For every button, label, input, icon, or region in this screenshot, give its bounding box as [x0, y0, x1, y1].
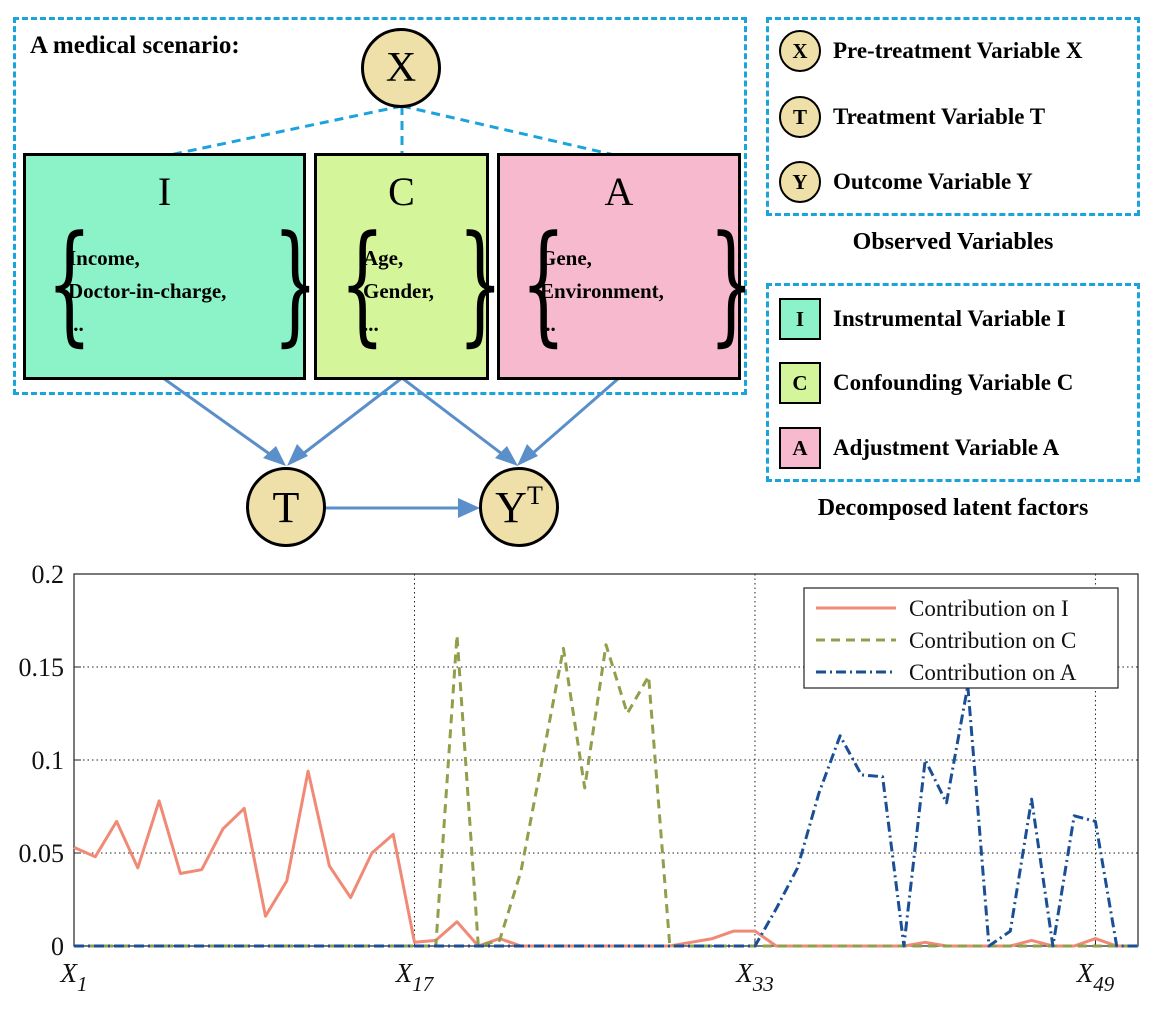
box-i: I { Income, Doctor-in-charge, ... } — [23, 153, 318, 380]
legend-latent: I Instrumental Variable I C Confounding … — [766, 283, 1140, 482]
legend-symbol-t: T — [779, 96, 821, 138]
box-a-item: Gene, — [540, 246, 592, 270]
diagram-connectors — [162, 104, 620, 518]
arrowhead-c-y — [495, 446, 518, 466]
legend-row-c: C Confounding Variable C — [779, 362, 1073, 404]
legend-symbol-c: C — [779, 362, 821, 404]
x-tick-label: X49 — [1076, 958, 1115, 996]
legend-row-t: T Treatment Variable T — [779, 96, 1045, 138]
link-x-to-i — [164, 104, 403, 158]
y-tick-label: 0.2 — [32, 560, 65, 589]
y-tick-label: 0.05 — [19, 839, 65, 868]
series-line-contribution-on-a — [74, 684, 1138, 948]
arrow-i-to-t — [162, 376, 279, 462]
arrowhead-a-y — [517, 444, 538, 466]
t-node-label: T — [272, 482, 300, 532]
legend-symbol-y: Y — [779, 161, 821, 203]
box-a-letter: A — [604, 169, 634, 214]
box-a-item: ... — [540, 312, 556, 336]
legend-row-a: A Adjustment Variable A — [779, 427, 1059, 469]
box-c-items: Age, Gender, ... — [363, 242, 434, 341]
arrow-a-to-y — [524, 376, 620, 462]
box-i-item: Income, — [68, 246, 140, 270]
box-a-item: Environment, — [540, 279, 664, 303]
x-node-label: X — [385, 45, 417, 91]
t-node: T — [246, 467, 326, 547]
y-node-superscript: T — [526, 481, 543, 510]
box-c: C { Age, Gender, ... } — [314, 153, 503, 380]
arrowhead-c-t — [287, 444, 308, 466]
box-i-item: ... — [68, 312, 84, 336]
legend-symbol-x: X — [779, 30, 821, 72]
y-tick-label: 0.15 — [19, 653, 65, 682]
left-brace: { — [520, 207, 567, 359]
box-c-item: ... — [363, 312, 379, 336]
y-tick-label: 0 — [51, 932, 64, 961]
y-tick-label: 0.1 — [32, 746, 65, 775]
legend-row-x: X Pre-treatment Variable X — [779, 30, 1083, 72]
legend-label-a: Adjustment Variable A — [833, 435, 1060, 460]
arrowhead-t-y — [458, 498, 480, 518]
scenario-title: A medical scenario: — [30, 32, 240, 59]
right-brace: } — [457, 207, 504, 359]
box-i-item: Doctor-in-charge, — [68, 279, 227, 303]
legend-row-i: I Instrumental Variable I — [779, 298, 1066, 340]
link-x-to-a — [401, 104, 620, 158]
box-i-items: Income, Doctor-in-charge, ... — [68, 242, 226, 341]
chart-legend-label: Contribution on A — [909, 660, 1077, 685]
box-a-items: Gene, Environment, ... — [540, 242, 664, 341]
latent-caption: Decomposed latent factors — [817, 495, 1089, 521]
y-node-label: YT — [495, 481, 543, 532]
legend-label-i: Instrumental Variable I — [833, 306, 1066, 331]
box-c-item: Gender, — [363, 279, 434, 303]
legend-symbol-a: A — [779, 427, 821, 469]
x-tick-label: X17 — [395, 958, 435, 996]
box-a: A { Gene, Environment, ... } — [497, 153, 754, 380]
legend-label-c: Confounding Variable C — [833, 370, 1074, 395]
series-line-contribution-on-c — [74, 633, 1138, 948]
observed-caption: Observed Variables — [852, 229, 1054, 255]
box-i-letter: I — [157, 169, 172, 214]
legend-row-y: Y Outcome Variable Y — [779, 161, 1033, 203]
arrow-c-to-t — [294, 376, 403, 462]
chart-legend-label: Contribution on C — [909, 628, 1076, 653]
y-node: YT — [479, 467, 559, 547]
left-brace: { — [339, 207, 386, 359]
arrow-c-to-y — [401, 376, 511, 462]
box-c-item: Age, — [363, 246, 404, 270]
x-node: X — [361, 28, 441, 108]
series-line-contribution-on-i — [73, 769, 1138, 948]
right-brace: } — [708, 207, 755, 359]
legend-label-t: Treatment Variable T — [833, 104, 1046, 129]
contribution-chart: 0 0.05 0.1 0.15 0.2 X1 X17 X33 X49 Contribution o… — [19, 560, 1139, 996]
legend-label-y: Outcome Variable Y — [833, 169, 1033, 194]
x-tick-label: X33 — [735, 958, 774, 996]
x-tick-label: X1 — [60, 958, 88, 996]
box-c-letter: C — [388, 169, 415, 214]
legend-observed: X Pre-treatment Variable X T Treatment V… — [766, 17, 1140, 216]
chart-legend-label: Contribution on I — [909, 596, 1069, 621]
legend-label-x: Pre-treatment Variable X — [833, 38, 1083, 63]
left-brace: { — [46, 207, 93, 359]
right-brace: } — [272, 207, 319, 359]
arrowhead-i-t — [263, 446, 286, 466]
legend-symbol-i: I — [779, 298, 821, 340]
